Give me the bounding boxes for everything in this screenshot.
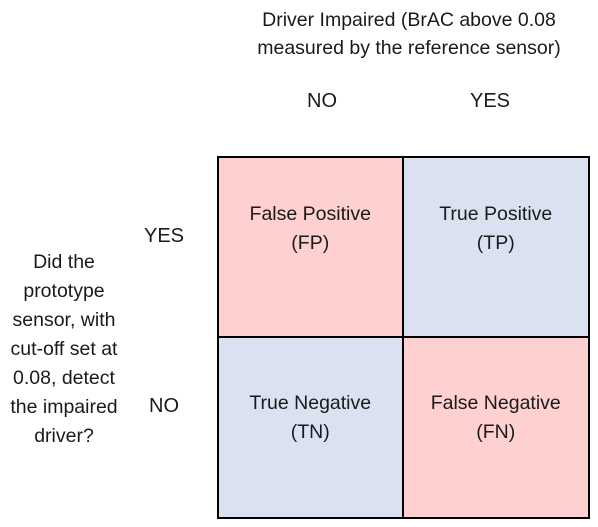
column-label-no: NO [307, 90, 337, 112]
row-header-title: Did the prototype sensor, with cut-off s… [10, 251, 118, 447]
column-header-title: Driver Impaired (BrAC above 0.08 measure… [257, 9, 561, 59]
cell-true-positive-name: True Positive [439, 203, 553, 225]
confusion-matrix: False Positive (FP) True Positive (TP) T… [217, 156, 590, 519]
cell-true-positive: True Positive (TP) [403, 158, 588, 338]
cell-true-negative-name: True Negative [249, 391, 372, 414]
cell-true-negative-abbr: (TN) [290, 420, 330, 443]
cell-true-negative: True Negative (TN) [219, 337, 404, 517]
cell-false-negative-name: False Negative [430, 391, 561, 414]
row-label-no: NO [149, 395, 179, 417]
cell-false-positive-name: False Positive [249, 203, 371, 225]
column-label-yes: YES [469, 90, 511, 112]
row-label-yes: YES [143, 225, 185, 247]
cell-false-negative-abbr: (FN) [476, 420, 516, 443]
cell-false-negative: False Negative (FN) [403, 337, 588, 517]
cell-false-positive-abbr: (FP) [291, 232, 330, 254]
cell-true-positive-abbr: (TP) [476, 232, 515, 254]
cell-false-positive: False Positive (FP) [219, 158, 404, 338]
